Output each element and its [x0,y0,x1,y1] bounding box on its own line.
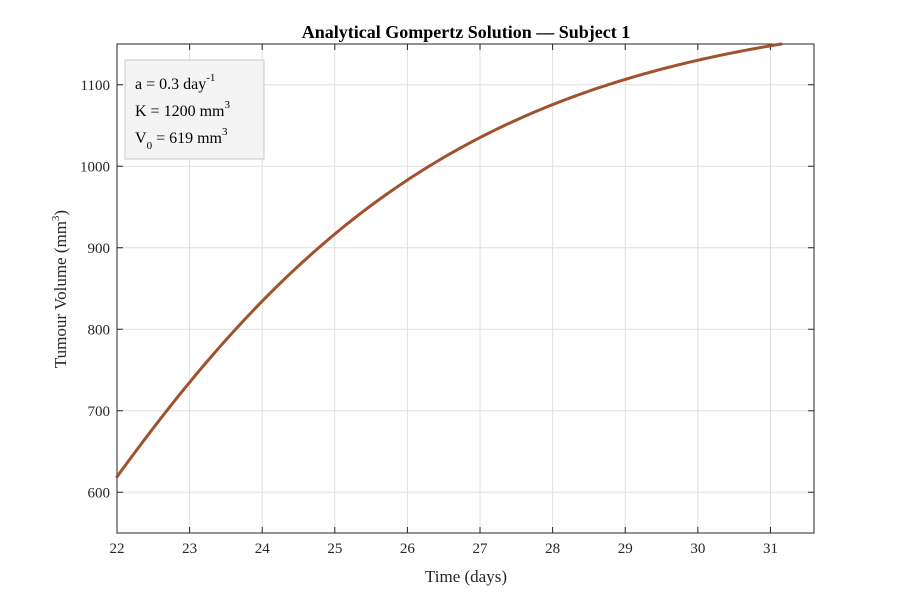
x-tick-label: 24 [255,541,271,557]
chart-title: Analytical Gompertz Solution — Subject 1 [302,22,631,42]
series-line [115,42,783,479]
y-axis-label-close: ) [51,210,70,216]
x-tick-label: 31 [763,541,778,557]
y-tick-label: 1000 [80,159,110,175]
axis-ticks: 22 23 24 25 26 27 28 29 30 31 600 700 800 900 1000 1100 [80,44,814,557]
legend-carrying-capacity: K = 1200 mm3 [135,99,230,120]
y-axis-label-sup: 3 [50,215,62,221]
y-axis-label-base: Tumour Volume (mm [51,221,70,368]
legend-initial-volume: V0 = 619 mm3 [135,126,228,152]
x-tick-label: 23 [182,541,197,557]
grid [116,44,814,533]
x-tick-label: 29 [618,541,633,557]
y-tick-label: 700 [88,404,111,420]
x-tick-label: 25 [327,541,342,557]
y-tick-label: 1100 [81,78,110,94]
x-tick-label: 30 [690,541,705,557]
y-tick-label: 900 [88,241,111,257]
y-axis-label: Tumour Volume (mm3) [50,210,70,368]
legend-growth-rate: a = 0.3 day-1 [135,72,215,93]
plot-area [116,43,815,534]
x-tick-label: 26 [400,541,416,557]
x-axis-label: Time (days) [425,567,507,586]
x-tick-label: 27 [473,541,489,557]
x-tick-label: 28 [545,541,560,557]
legend-box: a = 0.3 day-1 K = 1200 mm3 V0 = 619 mm3 [124,59,265,160]
y-tick-label: 800 [88,322,111,338]
y-tick-label: 600 [88,485,111,501]
x-tick-label: 22 [110,541,125,557]
